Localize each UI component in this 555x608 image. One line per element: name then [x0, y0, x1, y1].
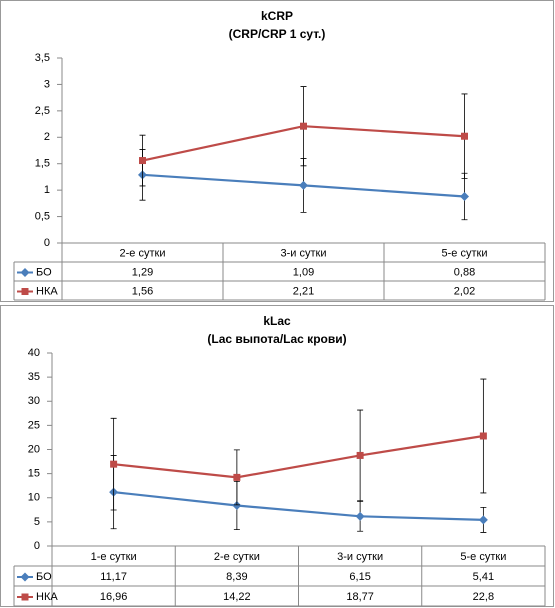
y-tick-label: 2,5	[35, 105, 50, 117]
legend-marker	[21, 288, 29, 295]
legend-marker	[20, 268, 30, 277]
data-point	[460, 191, 469, 201]
table-value: 1,29	[132, 266, 153, 278]
data-point	[299, 180, 308, 190]
table-value: 1,56	[132, 285, 153, 297]
legend-label: НКА	[36, 591, 58, 603]
table-value: 0,88	[454, 266, 475, 278]
data-point	[300, 122, 307, 130]
legend-label: БО	[36, 266, 52, 278]
y-tick-label: 3	[44, 78, 50, 90]
chart-title: kLac	[263, 314, 291, 328]
x-tick-label: 3-и сутки	[337, 551, 383, 563]
x-tick-label: 2-е сутки	[120, 247, 166, 259]
y-tick-label: 0	[44, 237, 50, 249]
table-value: 2,02	[454, 285, 475, 297]
table-value: 1,09	[293, 266, 314, 278]
y-tick-label: 15	[28, 468, 40, 480]
y-tick-label: 35	[28, 371, 40, 383]
series-line	[113, 434, 484, 479]
table-value: 22,8	[473, 591, 494, 603]
table-value: 6,15	[349, 571, 370, 583]
series-line	[113, 491, 484, 521]
y-tick-label: 20	[28, 443, 40, 455]
data-point	[461, 132, 468, 140]
y-tick-label: 10	[28, 492, 40, 504]
legend-label: НКА	[36, 285, 58, 297]
legend-marker	[20, 572, 30, 582]
chart-title: kCRP	[261, 9, 293, 23]
y-tick-label: 2	[44, 131, 50, 143]
x-tick-label: 5-е сутки	[460, 551, 506, 563]
y-tick-label: 30	[28, 395, 40, 407]
y-tick-label: 0,5	[35, 210, 50, 222]
y-tick-label: 40	[28, 347, 40, 359]
panel-frame	[0, 0, 554, 302]
table-value: 16,96	[100, 591, 128, 603]
table-value: 8,39	[226, 571, 247, 583]
data-point	[139, 157, 146, 165]
legend-marker	[21, 593, 29, 601]
x-tick-label: 1-е сутки	[91, 551, 137, 563]
data-point	[232, 501, 242, 511]
data-point	[478, 515, 488, 525]
x-tick-label: 2-е сутки	[214, 551, 260, 563]
panel-frame	[0, 305, 554, 607]
y-tick-label: 0	[34, 540, 40, 552]
y-tick-label: 3,5	[35, 52, 50, 64]
table-value: 14,22	[223, 591, 251, 603]
data-point	[233, 473, 241, 481]
legend-label: БО	[36, 571, 52, 583]
y-tick-label: 1	[44, 184, 50, 196]
table-value: 2,21	[293, 285, 314, 297]
chart-subtitle: (CRP/CRP 1 сут.)	[229, 27, 326, 41]
table-value: 18,77	[346, 591, 374, 603]
data-point	[355, 511, 365, 521]
x-tick-label: 5-е сутки	[442, 247, 488, 259]
table-value: 11,17	[100, 571, 127, 583]
data-point	[479, 432, 487, 440]
x-tick-label: 3-и сутки	[281, 247, 327, 259]
table-value: 5,41	[473, 571, 494, 583]
chart-subtitle: (Lac выпота/Lac крови)	[207, 332, 346, 346]
y-tick-label: 5	[34, 516, 40, 528]
y-tick-label: 25	[28, 419, 40, 431]
y-tick-label: 1,5	[35, 158, 50, 170]
data-point	[356, 451, 364, 459]
data-point	[110, 460, 118, 468]
